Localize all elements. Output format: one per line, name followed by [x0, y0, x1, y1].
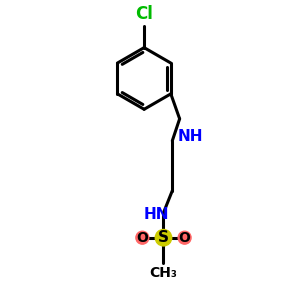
- Circle shape: [155, 230, 172, 246]
- Text: O: O: [179, 231, 190, 245]
- Text: NH: NH: [177, 129, 203, 144]
- Text: O: O: [136, 231, 148, 245]
- Text: HN: HN: [143, 207, 169, 222]
- Circle shape: [136, 231, 149, 244]
- Text: CH₃: CH₃: [149, 266, 177, 280]
- Text: S: S: [158, 230, 169, 245]
- Circle shape: [178, 231, 191, 244]
- Text: Cl: Cl: [135, 5, 153, 23]
